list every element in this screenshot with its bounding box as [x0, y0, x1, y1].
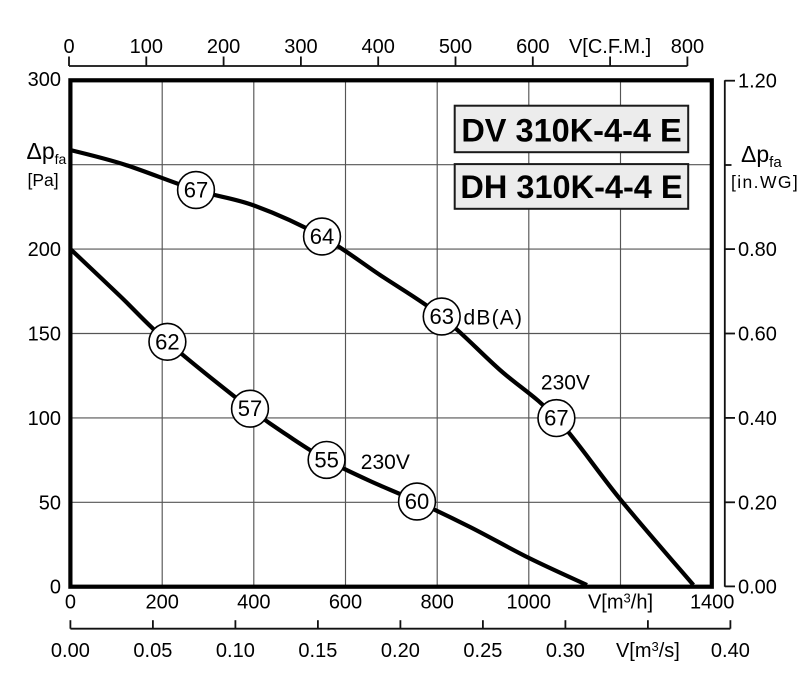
svg-text:V[C.F.M.]: V[C.F.M.]: [569, 36, 651, 58]
svg-text:1400: 1400: [690, 592, 735, 614]
svg-text:1.20: 1.20: [738, 71, 777, 93]
svg-text:200: 200: [28, 239, 61, 261]
svg-text:0: 0: [50, 577, 61, 599]
svg-text:1000: 1000: [507, 592, 552, 614]
svg-text:400: 400: [362, 36, 395, 58]
svg-text:67: 67: [544, 406, 568, 431]
svg-text:100: 100: [130, 36, 163, 58]
svg-text:67: 67: [184, 178, 208, 203]
svg-text:0.80: 0.80: [738, 239, 777, 261]
svg-text:0.00: 0.00: [51, 640, 90, 662]
svg-text:DH 310K-4-4 E: DH 310K-4-4 E: [460, 169, 682, 205]
svg-text:0.15: 0.15: [298, 640, 337, 662]
svg-text:0.20: 0.20: [381, 640, 420, 662]
svg-text:57: 57: [238, 396, 262, 421]
svg-text:0.60: 0.60: [738, 324, 777, 346]
svg-text:0.10: 0.10: [216, 640, 255, 662]
svg-text:60: 60: [405, 489, 429, 514]
svg-text:[Pa]: [Pa]: [28, 170, 59, 190]
svg-text:55: 55: [314, 447, 338, 472]
svg-text:300: 300: [28, 69, 61, 91]
svg-text:230V: 230V: [361, 451, 410, 474]
svg-text:64: 64: [310, 224, 334, 249]
svg-text:100: 100: [28, 408, 61, 430]
svg-text:400: 400: [237, 592, 270, 614]
svg-text:0.00: 0.00: [738, 576, 777, 598]
svg-text:200: 200: [146, 592, 179, 614]
svg-text:63: 63: [429, 304, 453, 329]
svg-text:dB(A): dB(A): [464, 307, 524, 330]
svg-text:0.25: 0.25: [463, 640, 502, 662]
svg-text:V[m3/s]: V[m3/s]: [616, 639, 680, 662]
svg-text:0.30: 0.30: [546, 640, 585, 662]
svg-text:800: 800: [671, 36, 704, 58]
svg-text:0.40: 0.40: [738, 408, 777, 430]
svg-text:V[m3/h]: V[m3/h]: [588, 591, 653, 614]
svg-text:50: 50: [39, 492, 61, 514]
svg-text:0: 0: [65, 592, 76, 614]
svg-text:0.20: 0.20: [738, 492, 777, 514]
svg-text:0: 0: [63, 36, 74, 58]
svg-text:0.40: 0.40: [711, 640, 750, 662]
svg-text:DV 310K-4-4 E: DV 310K-4-4 E: [461, 112, 681, 148]
svg-text:200: 200: [207, 36, 240, 58]
svg-text:62: 62: [155, 329, 179, 354]
svg-text:Δpfa: Δpfa: [27, 138, 67, 167]
svg-text:800: 800: [421, 592, 454, 614]
svg-text:150: 150: [28, 324, 61, 346]
svg-text:230V: 230V: [541, 372, 590, 395]
svg-text:[in.WG]: [in.WG]: [731, 172, 799, 192]
svg-text:0.05: 0.05: [133, 640, 172, 662]
svg-text:600: 600: [516, 36, 549, 58]
svg-text:500: 500: [439, 36, 472, 58]
svg-text:600: 600: [329, 592, 362, 614]
svg-text:300: 300: [284, 36, 317, 58]
svg-text:Δpfa: Δpfa: [741, 141, 782, 171]
